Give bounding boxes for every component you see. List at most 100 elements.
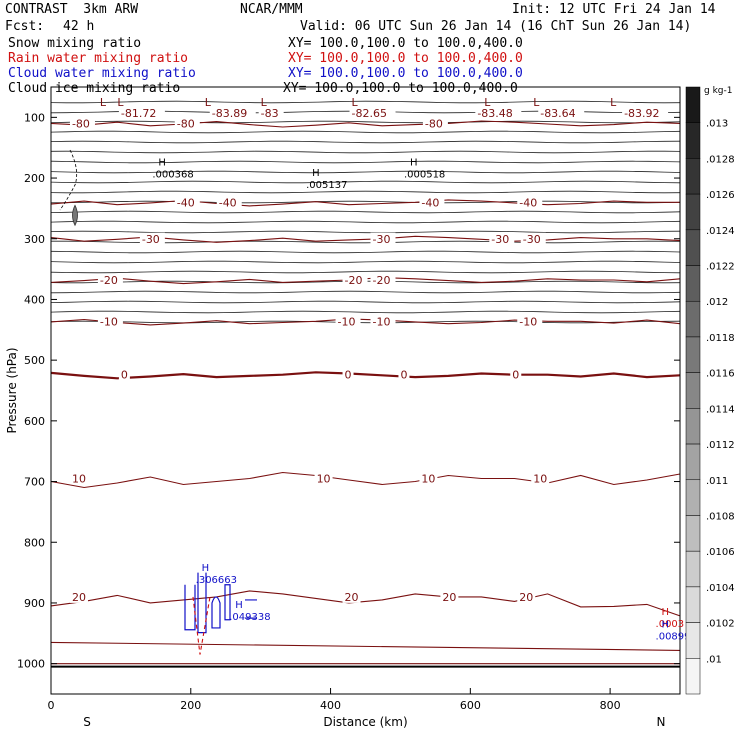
- colorbar-swatch: [685, 408, 701, 445]
- minimum-label-bg: [118, 106, 165, 118]
- field-xy-cloud-water: XY= 100.0,100.0 to 100.0,400.0: [288, 66, 523, 81]
- isentrope-line: [50, 230, 681, 234]
- contour-label-bg: [531, 472, 550, 485]
- y-tick-label: 800: [24, 536, 45, 549]
- contour-label: -10: [372, 315, 390, 328]
- contour-label-bg: [489, 232, 515, 245]
- field-name-cloud-ice: Cloud ice mixing ratio: [8, 81, 181, 96]
- isentrope-line: [50, 200, 681, 204]
- contour-label-bg: [520, 232, 546, 245]
- contour-label-bg: [69, 472, 88, 485]
- isentrope-line: [50, 130, 681, 134]
- y-tick-label: 600: [24, 415, 45, 428]
- contour-label: -20: [345, 274, 363, 287]
- colorbar-swatch: [685, 658, 701, 695]
- contour-label: 20: [442, 591, 456, 604]
- contour-label-bg: [370, 315, 396, 328]
- isentrope-line: [50, 290, 681, 294]
- high-marker: H: [158, 158, 166, 169]
- contour-label-bg: [69, 117, 95, 130]
- contour-label-bg: [517, 196, 543, 209]
- colorbar-swatch: [685, 86, 701, 123]
- cloud-water-contour: [184, 584, 196, 631]
- field-name-rain: Rain water mixing ratio: [8, 51, 189, 66]
- high-value: .306663: [196, 575, 237, 586]
- high-marker: H: [202, 563, 210, 574]
- isentrope-line: [50, 210, 681, 214]
- isentrope-line: [50, 260, 681, 264]
- cloud-water-contour: [245, 599, 257, 619]
- contour-label-bg: [139, 232, 165, 245]
- y-tick-label: 500: [24, 354, 45, 367]
- field-xy-snow: XY= 100.0,100.0 to 100.0,400.0: [288, 36, 523, 51]
- y-tick-label: 400: [24, 293, 45, 306]
- colorbar-tick-label: .0116: [706, 369, 735, 380]
- cloud-ice-contour: [59, 149, 78, 211]
- contour-label: 0: [512, 369, 519, 382]
- minimum-label-bg: [209, 106, 256, 118]
- isentrope-line: [50, 150, 681, 154]
- contour-label: -30: [523, 233, 541, 246]
- isentrope-line: [50, 180, 681, 184]
- contour-label: -80: [425, 117, 443, 130]
- colorbar-swatch: [685, 622, 701, 659]
- colorbar-swatch: [685, 443, 701, 481]
- model-title: CONTRAST 3km ARW: [5, 2, 139, 17]
- contour-label-bg: [398, 368, 410, 381]
- x-tick-label: 200: [180, 699, 201, 712]
- contour-label: 0: [400, 369, 407, 382]
- colorbar-swatch: [685, 479, 701, 516]
- contour-label-bg: [510, 368, 522, 381]
- contour-label: 20: [345, 591, 359, 604]
- field-name-cloud-water: Cloud water mixing ratio: [8, 66, 196, 81]
- low-marker: L: [610, 96, 617, 109]
- colorbar-swatch: [685, 300, 701, 338]
- colorbar-tick-label: .011: [706, 476, 728, 487]
- rain-water-contour: [192, 596, 211, 655]
- colorbar-swatch: [685, 193, 701, 231]
- x-axis-label: Distance (km): [323, 715, 407, 729]
- temperature-contour--10: [50, 318, 681, 326]
- colorbar-tick-label: .0104: [706, 583, 735, 594]
- contour-label: -40: [177, 196, 195, 209]
- low-marker: L: [117, 96, 124, 109]
- colorbar-swatch: [685, 515, 701, 552]
- contour-label: -20: [100, 274, 118, 287]
- contour-label: -20: [372, 274, 390, 287]
- contour-label: -10: [338, 315, 356, 328]
- high-value: .008999: [656, 632, 697, 643]
- low-marker: L: [352, 96, 359, 109]
- field-xy-cloud-ice: XY= 100.0,100.0 to 100.0,400.0: [283, 81, 518, 96]
- contour-label: -30: [491, 233, 509, 246]
- contour-label-bg: [419, 196, 445, 209]
- field-name-snow: Snow mixing ratio: [8, 36, 142, 51]
- minimum-label: -83.92: [624, 107, 659, 120]
- minimum-label-bg: [349, 106, 396, 118]
- low-marker: L: [100, 96, 107, 109]
- isentrope-line: [50, 140, 681, 144]
- contour-label: 10: [533, 473, 547, 486]
- y-tick-label: 100: [24, 111, 45, 124]
- north-label: N: [657, 715, 666, 729]
- cloud-ice-blob: [72, 204, 78, 227]
- colorbar-swatch: [685, 265, 701, 302]
- y-tick-label: 200: [24, 172, 45, 185]
- contour-label-bg: [419, 472, 438, 485]
- contour-label-bg: [342, 590, 361, 603]
- contour-label: 0: [121, 369, 128, 382]
- y-axis-label: Pressure (hPa): [5, 347, 19, 433]
- contour-label-bg: [118, 368, 130, 381]
- colorbar-tick-label: .0118: [706, 333, 735, 344]
- colorbar-tick-label: .0124: [706, 226, 735, 237]
- colorbar-tick-label: .0108: [706, 511, 735, 522]
- colorbar-swatch: [685, 372, 701, 409]
- contour-label: 10: [421, 473, 435, 486]
- contour-label: -30: [372, 233, 390, 246]
- init-time: Init: 12 UTC Fri 24 Jan 14: [512, 2, 716, 17]
- y-tick-label: 700: [24, 476, 45, 489]
- colorbar-swatch: [685, 229, 701, 266]
- contour-label-bg: [422, 117, 448, 130]
- minimum-label: -83.89: [212, 107, 247, 120]
- isentrope-line: [50, 120, 681, 124]
